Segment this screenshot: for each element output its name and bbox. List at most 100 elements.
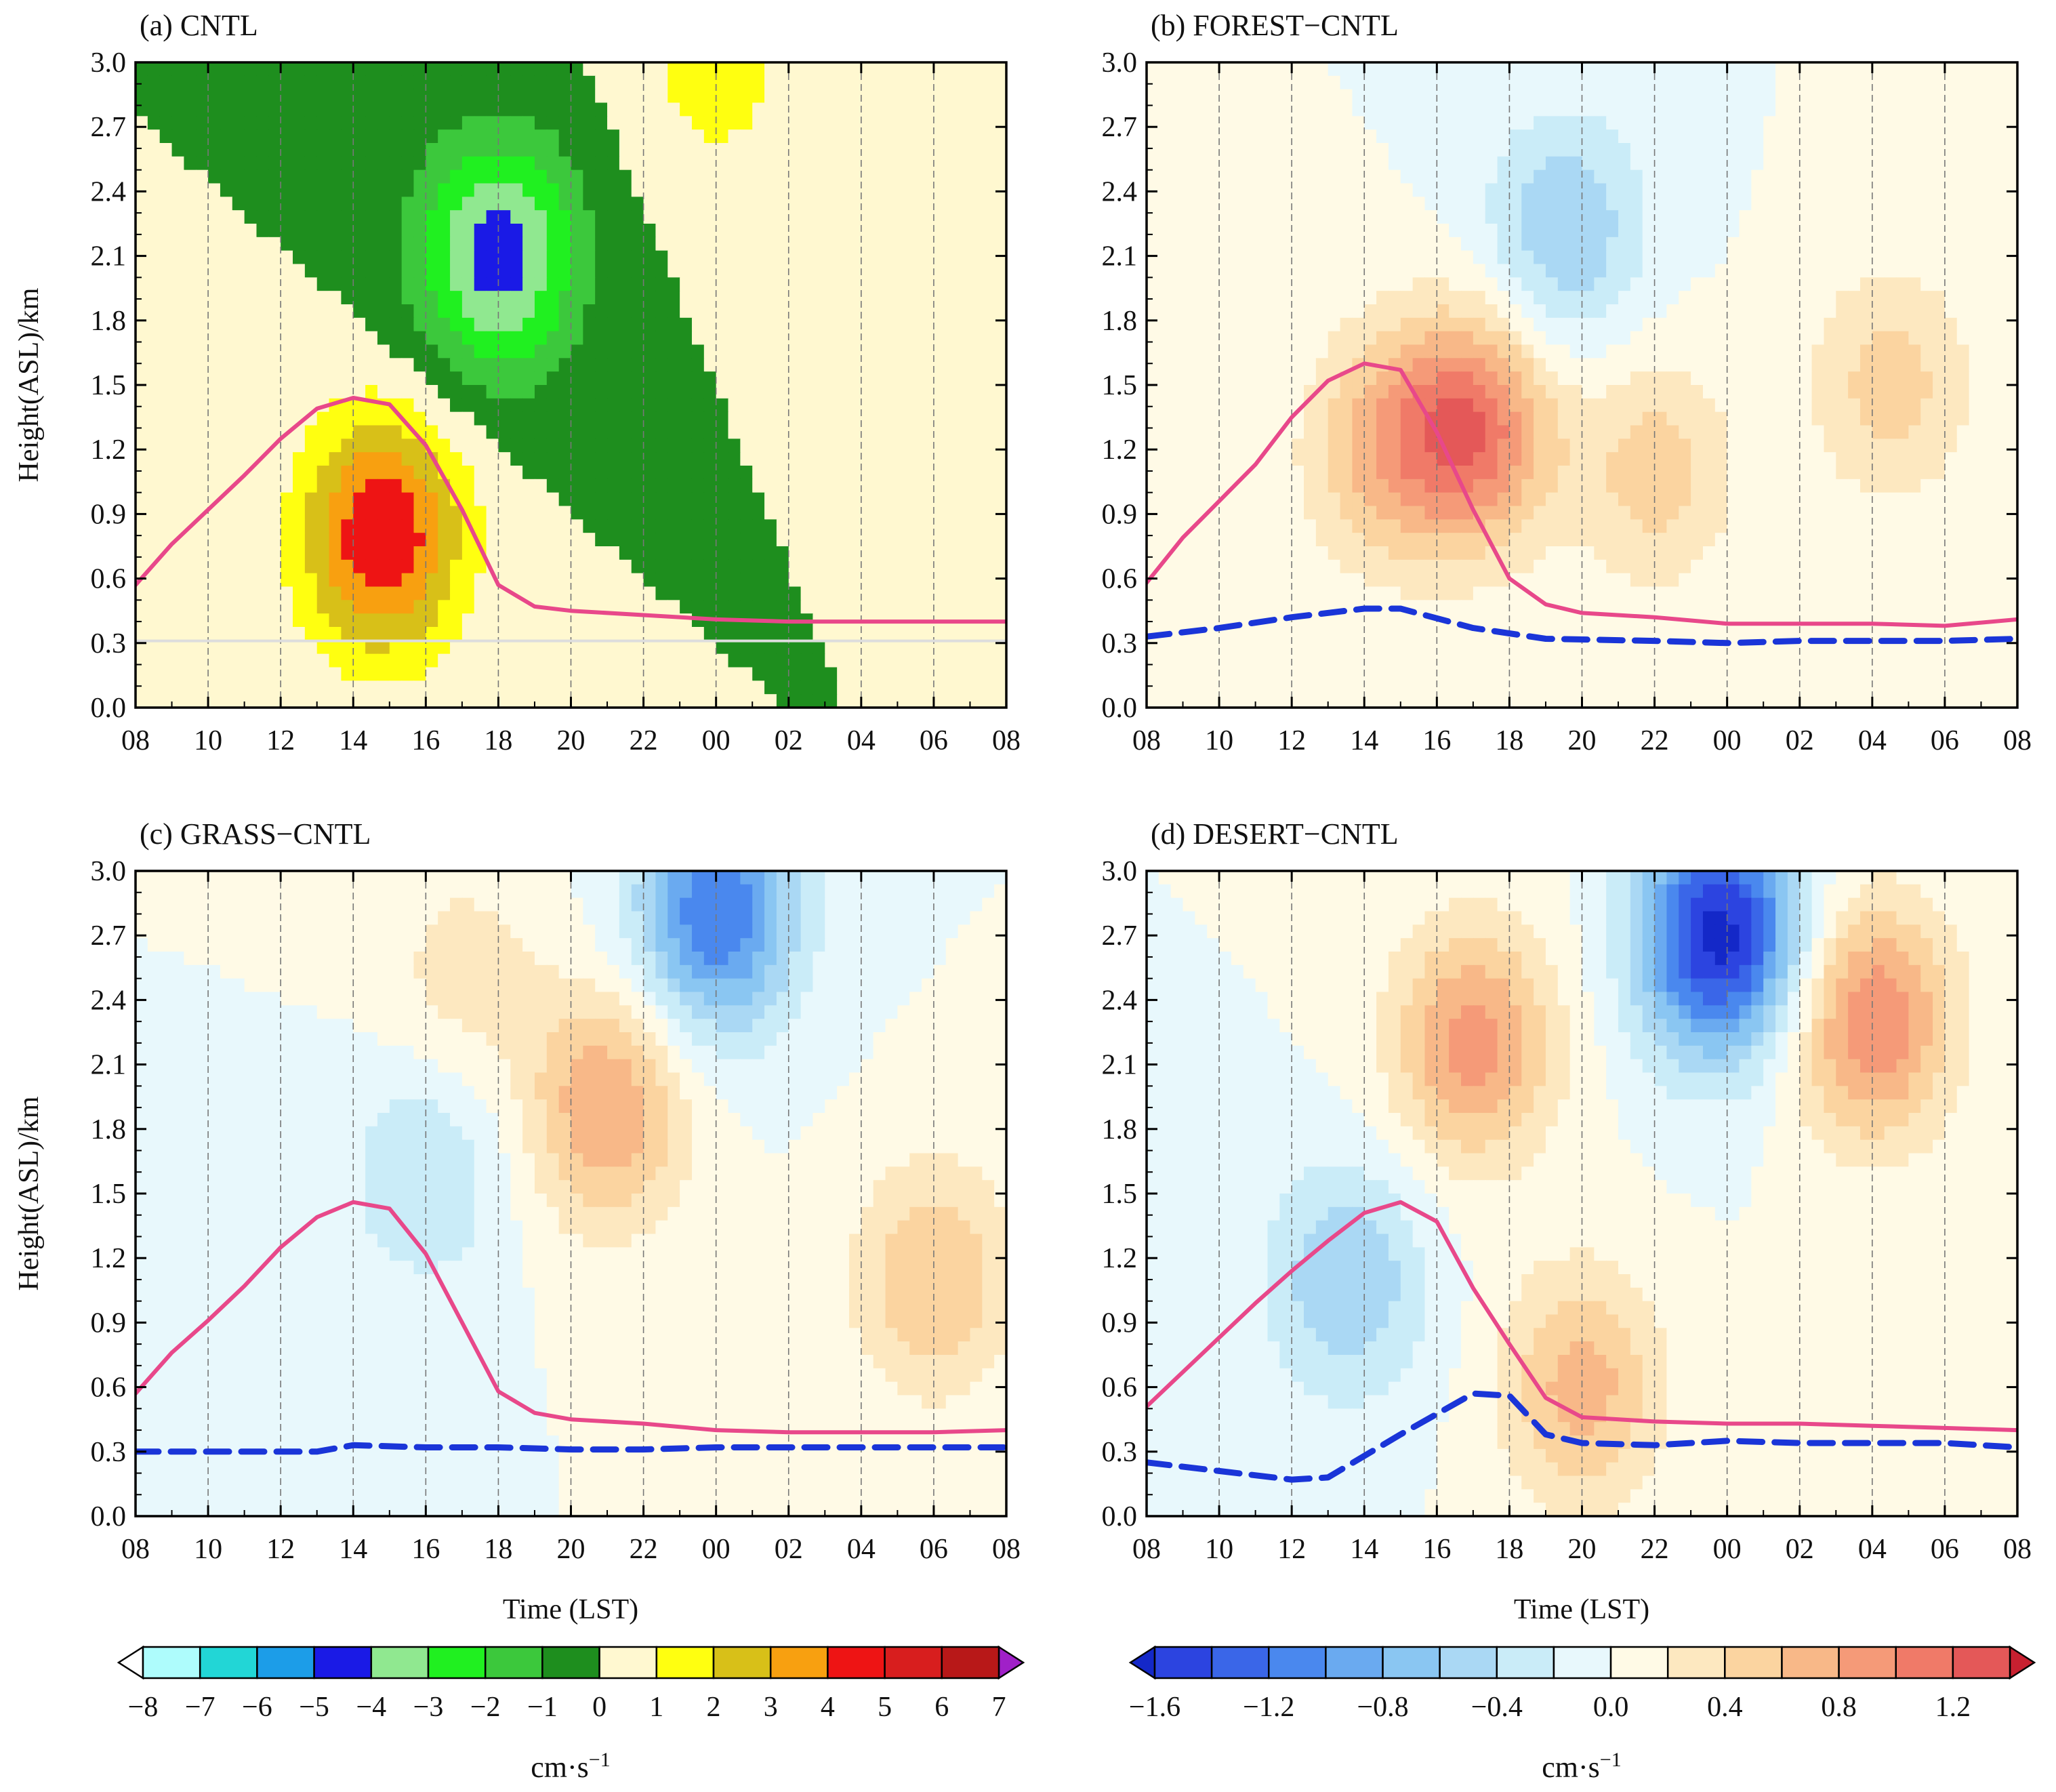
x-tick-label: 16 bbox=[411, 725, 440, 756]
field-cell bbox=[691, 102, 705, 117]
field-cell bbox=[619, 277, 632, 291]
field-cell bbox=[994, 586, 1006, 600]
field-cell bbox=[922, 317, 934, 332]
field-cell bbox=[353, 694, 366, 708]
field-cell bbox=[607, 653, 620, 668]
field-cell bbox=[885, 680, 898, 695]
field-cell bbox=[1763, 291, 1776, 305]
field-cell bbox=[147, 102, 161, 117]
field-cell bbox=[341, 250, 354, 265]
field-cell bbox=[873, 452, 886, 466]
field-cell bbox=[147, 398, 161, 413]
field-cell bbox=[752, 102, 765, 117]
field-cell bbox=[1630, 116, 1643, 130]
field-cell bbox=[365, 586, 378, 600]
field-cell bbox=[1691, 237, 1704, 251]
field-cell bbox=[909, 210, 922, 224]
field-cell bbox=[691, 492, 705, 507]
field-cell bbox=[486, 129, 499, 144]
field-cell bbox=[450, 546, 463, 561]
field-cell bbox=[1969, 277, 1982, 291]
field-cell bbox=[171, 344, 184, 359]
field-cell bbox=[171, 519, 184, 533]
field-cell bbox=[970, 331, 983, 346]
field-cell bbox=[1364, 317, 1377, 332]
field-cell bbox=[510, 559, 523, 574]
field-cell bbox=[136, 143, 148, 157]
field-cell bbox=[897, 600, 910, 614]
field-cell bbox=[667, 331, 680, 346]
field-cell bbox=[1569, 197, 1583, 211]
field-cell bbox=[933, 62, 947, 77]
field-cell bbox=[1497, 224, 1510, 238]
field-cell bbox=[571, 573, 583, 588]
field-cell bbox=[147, 116, 161, 130]
field-cell bbox=[268, 358, 281, 372]
field-cell bbox=[281, 478, 293, 493]
field-cell bbox=[813, 129, 825, 144]
field-cell bbox=[825, 116, 838, 130]
field-cell bbox=[1473, 197, 1486, 211]
field-cell bbox=[607, 694, 620, 708]
field-cell bbox=[413, 640, 426, 655]
field-cell bbox=[691, 143, 705, 157]
field-cell bbox=[619, 653, 632, 668]
field-cell bbox=[341, 371, 354, 386]
field-cell bbox=[1775, 291, 1788, 305]
field-cell bbox=[329, 425, 342, 439]
field-cell bbox=[268, 385, 281, 399]
field-cell bbox=[680, 197, 693, 211]
field-cell bbox=[571, 143, 583, 157]
field-cell bbox=[619, 586, 632, 600]
field-cell bbox=[232, 586, 245, 600]
field-cell bbox=[171, 169, 184, 184]
field-cell bbox=[401, 559, 415, 574]
field-cell bbox=[232, 613, 245, 628]
field-cell bbox=[353, 183, 366, 197]
field-cell bbox=[171, 425, 184, 439]
field-cell bbox=[1569, 143, 1583, 157]
field-cell bbox=[293, 169, 306, 184]
field-cell bbox=[304, 385, 318, 399]
field-cell bbox=[438, 358, 451, 372]
field-cell bbox=[1352, 237, 1365, 251]
field-cell bbox=[486, 197, 499, 211]
field-cell bbox=[1243, 197, 1256, 211]
field-cell bbox=[1836, 75, 1849, 90]
field-cell bbox=[196, 183, 209, 197]
field-cell bbox=[341, 116, 354, 130]
field-cell bbox=[837, 371, 850, 386]
field-cell bbox=[1859, 210, 1873, 224]
field-cell bbox=[607, 425, 620, 439]
field-cell bbox=[1449, 62, 1462, 77]
field-cell bbox=[293, 586, 306, 600]
field-cell bbox=[1158, 264, 1172, 278]
field-cell bbox=[1642, 304, 1656, 319]
field-cell bbox=[764, 627, 777, 641]
field-cell bbox=[619, 358, 632, 372]
field-cell bbox=[571, 358, 583, 372]
field-cell bbox=[1811, 89, 1825, 104]
y-tick-label: 0.9 bbox=[91, 499, 127, 530]
field-cell bbox=[703, 358, 717, 372]
field-cell bbox=[171, 627, 184, 641]
field-cell bbox=[558, 478, 572, 493]
field-cell bbox=[631, 62, 644, 77]
field-cell bbox=[1231, 197, 1244, 211]
field-cell bbox=[1848, 102, 1861, 117]
field-cell bbox=[208, 224, 221, 238]
field-cell bbox=[329, 439, 342, 453]
field-cell bbox=[1364, 116, 1377, 130]
field-cell bbox=[208, 156, 221, 171]
field-cell bbox=[256, 264, 269, 278]
field-cell bbox=[1376, 237, 1389, 251]
field-cell bbox=[571, 466, 583, 480]
field-cell bbox=[1328, 224, 1341, 238]
field-cell bbox=[1859, 224, 1873, 238]
field-cell bbox=[147, 466, 161, 480]
field-cell bbox=[208, 613, 221, 628]
field-cell bbox=[1594, 129, 1607, 144]
field-cell bbox=[1714, 102, 1728, 117]
field-cell bbox=[848, 331, 862, 346]
field-cell bbox=[1437, 156, 1450, 171]
